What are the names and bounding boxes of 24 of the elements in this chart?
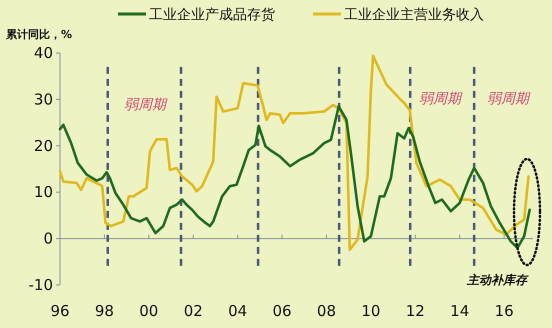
x-tick-label: 06 [272, 302, 292, 320]
x-tick-label: 98 [94, 302, 114, 320]
x-tick-label: 12 [406, 302, 425, 320]
annotation: 主动补库存 [467, 273, 527, 287]
x-tick-label: 16 [494, 302, 514, 320]
x-tick-label: 10 [361, 302, 380, 320]
x-tick-label: 14 [450, 302, 470, 320]
y-tick-label: 0 [43, 230, 53, 248]
x-tick-label: 02 [184, 302, 203, 320]
annotation: 弱周期 [487, 91, 529, 107]
y-tick-label: 30 [34, 90, 53, 108]
x-tick-label: 08 [316, 302, 336, 320]
x-tick-label: 04 [228, 302, 248, 320]
legend-label: 工业企业产成品存货 [149, 7, 275, 23]
y-tick-label: 10 [34, 183, 53, 202]
annotation: 弱周期 [124, 97, 166, 113]
y-tick-label: -10 [28, 276, 53, 294]
y-tick-label: 20 [34, 136, 53, 155]
x-tick-label: 96 [50, 302, 70, 320]
legend-label: 工业企业主营业务收入 [344, 7, 484, 23]
x-tick-label: 00 [139, 302, 158, 320]
y-tick-label: 40 [34, 44, 53, 62]
annotation: 弱周期 [419, 91, 461, 107]
y-axis-title: 累计同比，% [5, 28, 72, 41]
